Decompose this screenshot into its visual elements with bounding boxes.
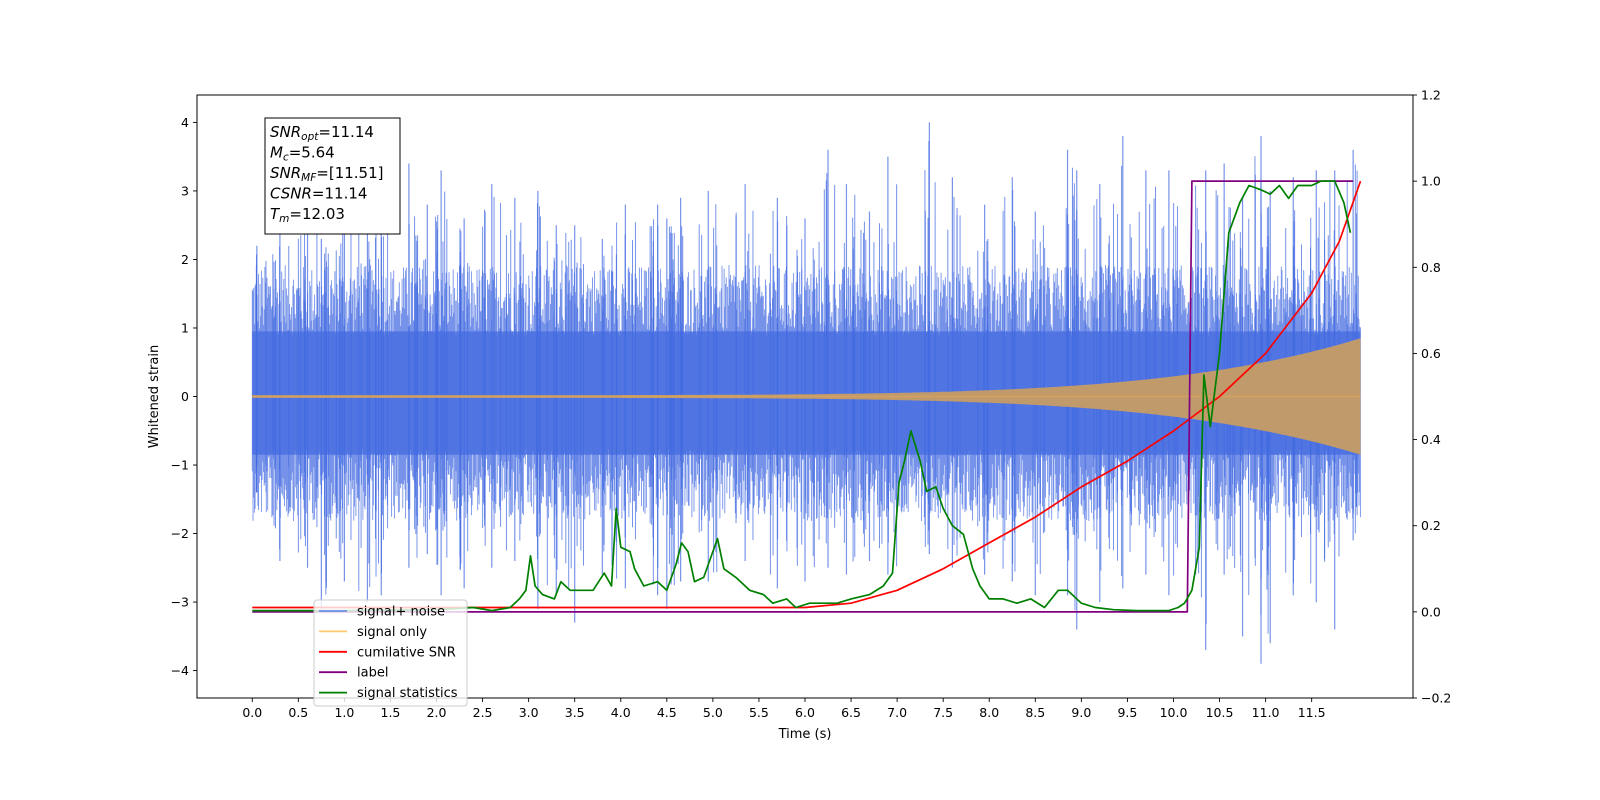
- annotation-subscript: MF: [301, 172, 317, 184]
- x-tick-label: 5.0: [703, 705, 723, 720]
- x-tick-label: 1.0: [334, 705, 354, 720]
- x-tick-label: 8.0: [979, 705, 999, 720]
- y2-tick-label: 0.2: [1421, 518, 1441, 533]
- y-tick-label: 4: [181, 115, 189, 130]
- legend-label: signal only: [357, 625, 427, 640]
- axes: 0.0 0.5 1.0 1.5 2.0 2.5 3.0 3.5 4.0 4.5 5.0 5.5 6.0 6…: [171, 88, 1452, 721]
- annotation-subscript: c: [283, 152, 289, 164]
- annotation-frame: [264, 117, 401, 235]
- legend-label: cumilative SNR: [357, 645, 456, 660]
- annotation-line: Tm=12.03: [270, 205, 345, 225]
- legend-item: signal statistics: [319, 686, 458, 701]
- legend-label: signal statistics: [357, 686, 458, 701]
- y2-tick-label: −0.2: [1421, 691, 1451, 706]
- x-tick-label: 4.5: [657, 705, 677, 720]
- annotation-symbol: CSNR: [270, 185, 312, 203]
- annotation-subscript: opt: [301, 131, 319, 143]
- x-tick-label: 6.0: [795, 705, 815, 720]
- y2-tick-label: 0.0: [1421, 604, 1441, 619]
- legend-frame: [313, 599, 468, 707]
- x-tick-label: 5.5: [749, 705, 769, 720]
- y-axis-label: Whitened strain: [147, 345, 162, 448]
- x-tick-label: 10.0: [1160, 705, 1188, 720]
- annotation-box: SNRopt=11.14Mc=5.64SNRMF=[11.51]CSNR=11.…: [264, 117, 401, 235]
- legend-label: signal+ noise: [357, 605, 445, 620]
- annotation-symbol: T: [270, 205, 281, 223]
- y-tick-label: 2: [181, 252, 189, 267]
- annotation-line: CSNR=11.14: [270, 185, 367, 203]
- annotation-value: =5.64: [289, 144, 335, 162]
- legend-item: signal only: [319, 625, 427, 640]
- x-axis-label: Time (s): [778, 727, 832, 742]
- y-tick-label: −1: [171, 458, 189, 473]
- y-tick-label: −4: [171, 663, 189, 678]
- x-tick-label: 2.0: [427, 705, 447, 720]
- legend-item: cumilative SNR: [319, 645, 456, 660]
- x-tick-label: 11.0: [1252, 705, 1280, 720]
- series-label: [252, 180, 1354, 613]
- series-cumulative-snr: [252, 180, 1362, 609]
- y-tick-label: 0: [181, 389, 189, 404]
- annotation-value: =12.03: [289, 205, 345, 223]
- y-tick-label: 3: [181, 183, 189, 198]
- annotation-value: =11.14: [318, 123, 374, 141]
- series-layer: [251, 122, 1362, 664]
- y2-tick-label: 0.8: [1421, 260, 1441, 275]
- annotation-value: =11.14: [312, 185, 368, 203]
- y2-tick-label: 0.6: [1421, 346, 1441, 361]
- x-tick-label: 0.0: [242, 705, 262, 720]
- annotation-symbol: SNR: [270, 123, 301, 141]
- annotation-symbol: SNR: [270, 164, 301, 182]
- y-tick-label: −2: [171, 526, 189, 541]
- x-tick-label: 9.5: [1117, 705, 1137, 720]
- x-tick-label: 7.0: [887, 705, 907, 720]
- x-tick-label: 1.5: [381, 705, 401, 720]
- x-tick-label: 10.5: [1206, 705, 1234, 720]
- annotation-line: Mc=5.64: [270, 144, 335, 164]
- y2-tick-label: 0.4: [1421, 432, 1441, 447]
- annotation-line: SNRopt=11.14: [270, 123, 374, 143]
- y-tick-label: 1: [181, 320, 189, 335]
- x-tick-label: 4.0: [611, 705, 631, 720]
- x-tick-label: 9.0: [1071, 705, 1091, 720]
- series-clip-group: [251, 122, 1362, 664]
- legend-item: signal+ noise: [319, 605, 445, 620]
- legend-item: label: [319, 666, 388, 681]
- legend-label: label: [357, 666, 388, 681]
- series-signal-only: [252, 338, 1361, 455]
- annotation-symbol: M: [270, 144, 283, 162]
- x-tick-label: 3.5: [565, 705, 585, 720]
- x-tick-label: 7.5: [933, 705, 953, 720]
- series-signal-statistics: [252, 180, 1352, 612]
- y2-tick-label: 1.2: [1421, 88, 1441, 103]
- annotation-value: =[11.51]: [316, 164, 383, 182]
- legend: signal+ noise signal only cumilative SNR la…: [313, 599, 468, 707]
- x-tick-label: 8.5: [1025, 705, 1045, 720]
- annotation-subscript: m: [279, 213, 289, 225]
- annotation-line: SNRMF=[11.51]: [270, 164, 384, 184]
- y2-tick-label: 1.0: [1421, 174, 1441, 189]
- x-tick-label: 6.5: [841, 705, 861, 720]
- x-tick-label: 2.5: [473, 705, 493, 720]
- y-tick-label: −3: [171, 595, 189, 610]
- x-tick-label: 11.5: [1298, 705, 1326, 720]
- x-tick-label: 0.5: [288, 705, 308, 720]
- x-tick-label: 3.0: [519, 705, 539, 720]
